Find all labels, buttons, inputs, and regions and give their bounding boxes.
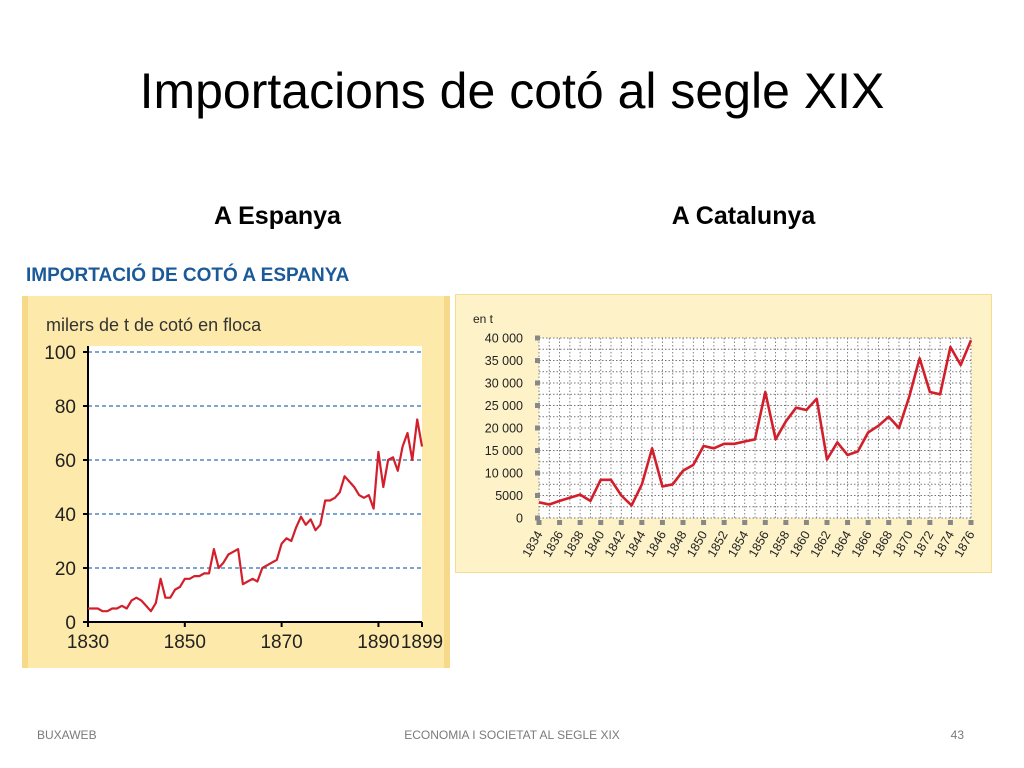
chart2-x-marker (824, 520, 830, 525)
chart2-x-marker (783, 520, 789, 525)
chart2-x-marker (803, 520, 809, 525)
chart1-y-tick-label: 100 (44, 343, 76, 364)
chart2-y-tick-label: 20 000 (485, 422, 523, 436)
chart2-y-marker (535, 515, 540, 521)
chart1-frame-edge (22, 296, 28, 668)
chart2-y-tick-label: 40 000 (485, 332, 523, 346)
chart2-y-tick-labels: 0 5000 10 000 15 000 20 000 25 000 30 000 35 00… (485, 332, 523, 526)
chart1-title: IMPORTACIÓ DE COTÓ A ESPANYA (26, 264, 350, 286)
chart1-ylabel: milers de t de cotó en floca (46, 315, 262, 335)
chart2-y-tick-label: 15 000 (485, 444, 523, 458)
chart2-y-tick-label: 25 000 (485, 399, 523, 413)
chart1-series-line (88, 418, 424, 613)
chart2-y-marker (535, 380, 540, 386)
chart2-x-marker (762, 520, 768, 525)
chart2-x-marker (906, 520, 912, 525)
chart2-x-marker (927, 520, 933, 525)
chart2-x-marker (557, 520, 563, 525)
chart2-x-marker (968, 520, 974, 525)
chart2-x-marker (618, 520, 624, 525)
footer-center: ECONOMIA I SOCIETAT AL SEGLE XIX (404, 728, 620, 742)
catalonia-cotton-chart: en t 0 5000 10 000 15 000 20 000 25 000 30 000… (455, 294, 992, 573)
chart2-y-marker (535, 403, 540, 408)
chart2-y-tick-label: 0 (516, 512, 523, 526)
footer-left: BUXAWEB (37, 728, 97, 742)
chart1-x-tick-label: 1850 (164, 632, 206, 653)
chart2-x-marker (701, 520, 707, 525)
chart1-y-tick-label: 0 (65, 613, 76, 634)
chart1-y-tick-labels: 0 20 40 60 80 100 (44, 343, 76, 634)
spain-cotton-chart: IMPORTACIÓ DE COTÓ A ESPANYA milers de t… (22, 264, 450, 668)
chart1-x-tick-labels: 1830 1850 1870 1890 1899 (67, 632, 443, 653)
chart2-y-marker (535, 425, 540, 431)
chart2-x-marker (659, 520, 665, 525)
chart2-x-marker (845, 520, 851, 525)
chart2-axis-markers (535, 335, 974, 525)
chart2-y-marker (535, 358, 540, 363)
chart2-y-marker (535, 448, 540, 453)
chart1-y-tick-label: 40 (55, 505, 76, 526)
chart2-x-marker (680, 520, 686, 525)
chart2-x-marker (886, 520, 892, 525)
slide-title: Importacions de cotó al segle XIX (139, 63, 885, 119)
page-number: 43 (950, 728, 964, 742)
left-heading: A Espanya (214, 202, 341, 230)
chart2-y-marker (535, 493, 540, 498)
chart2-y-tick-label: 5000 (495, 489, 523, 503)
chart2-ylabel: en t (473, 312, 494, 326)
chart2-y-tick-label: 10 000 (485, 467, 523, 481)
chart2-x-marker (947, 520, 953, 525)
chart2-plot-bg (539, 338, 971, 518)
chart2-y-tick-label: 35 000 (485, 354, 523, 368)
chart2-x-marker (721, 520, 727, 525)
chart2-x-marker (577, 520, 583, 525)
chart2-x-marker (639, 520, 645, 525)
chart2-x-marker (742, 520, 748, 525)
chart2-x-marker (536, 520, 542, 525)
chart2-y-tick-label: 30 000 (485, 377, 523, 391)
chart2-x-marker (865, 520, 871, 525)
chart1-x-tick-label: 1890 (357, 632, 399, 653)
chart2-series-line (538, 339, 973, 507)
chart1-y-tick-label: 80 (55, 397, 76, 418)
chart2-y-marker (535, 470, 540, 476)
right-heading: A Catalunya (671, 202, 816, 230)
chart1-frame-edge-right (444, 296, 450, 668)
chart1-y-tick-label: 20 (55, 559, 76, 580)
chart1-x-tick-label: 1870 (260, 632, 302, 653)
chart2-x-marker (598, 520, 604, 525)
chart1-plot-bg (88, 346, 422, 622)
chart1-x-tick-label: 1899 (401, 632, 443, 653)
chart2-y-marker (535, 335, 540, 341)
chart1-y-tick-label: 60 (55, 451, 76, 472)
chart1-x-tick-label: 1830 (67, 632, 109, 653)
